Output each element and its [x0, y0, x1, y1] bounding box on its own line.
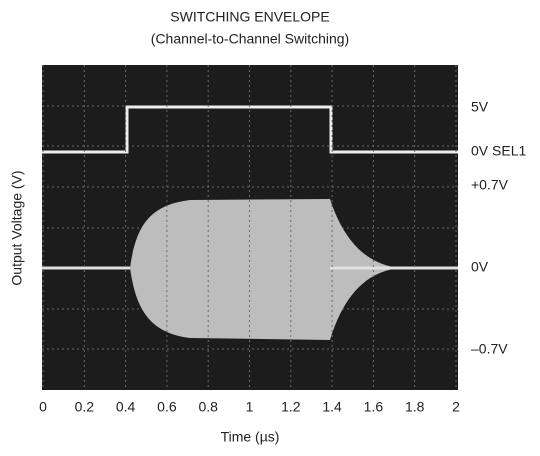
- x-tick-label: 1.4: [322, 399, 342, 415]
- x-tick-label: 2: [452, 399, 460, 415]
- x-tick-label: 0.8: [198, 399, 218, 415]
- x-tick-label: 0.4: [116, 399, 136, 415]
- x-tick-label: 1.6: [364, 399, 384, 415]
- trace-label: –0.7V: [471, 341, 508, 357]
- chart-subtitle: (Channel-to-Channel Switching): [151, 31, 349, 47]
- chart-title: SWITCHING ENVELOPE: [170, 9, 329, 25]
- x-tick-label: 1.2: [281, 399, 301, 415]
- sel1-trace: [42, 105, 458, 154]
- x-tick-label: 0.6: [157, 399, 177, 415]
- trace-label: +0.7V: [471, 177, 509, 193]
- analog-envelope: [130, 199, 400, 340]
- y-axis-label: Output Voltage (V): [9, 170, 25, 285]
- x-tick-label: 1: [246, 399, 254, 415]
- x-tick-label: 1.8: [405, 399, 425, 415]
- x-tick-label: 0.2: [75, 399, 95, 415]
- x-tick-label: 0: [39, 399, 47, 415]
- trace-label: 5V: [471, 99, 489, 115]
- trace-label: 0V SEL1: [471, 143, 526, 159]
- x-axis-label: Time (µs): [221, 429, 280, 445]
- trace-label: 0V: [471, 259, 489, 275]
